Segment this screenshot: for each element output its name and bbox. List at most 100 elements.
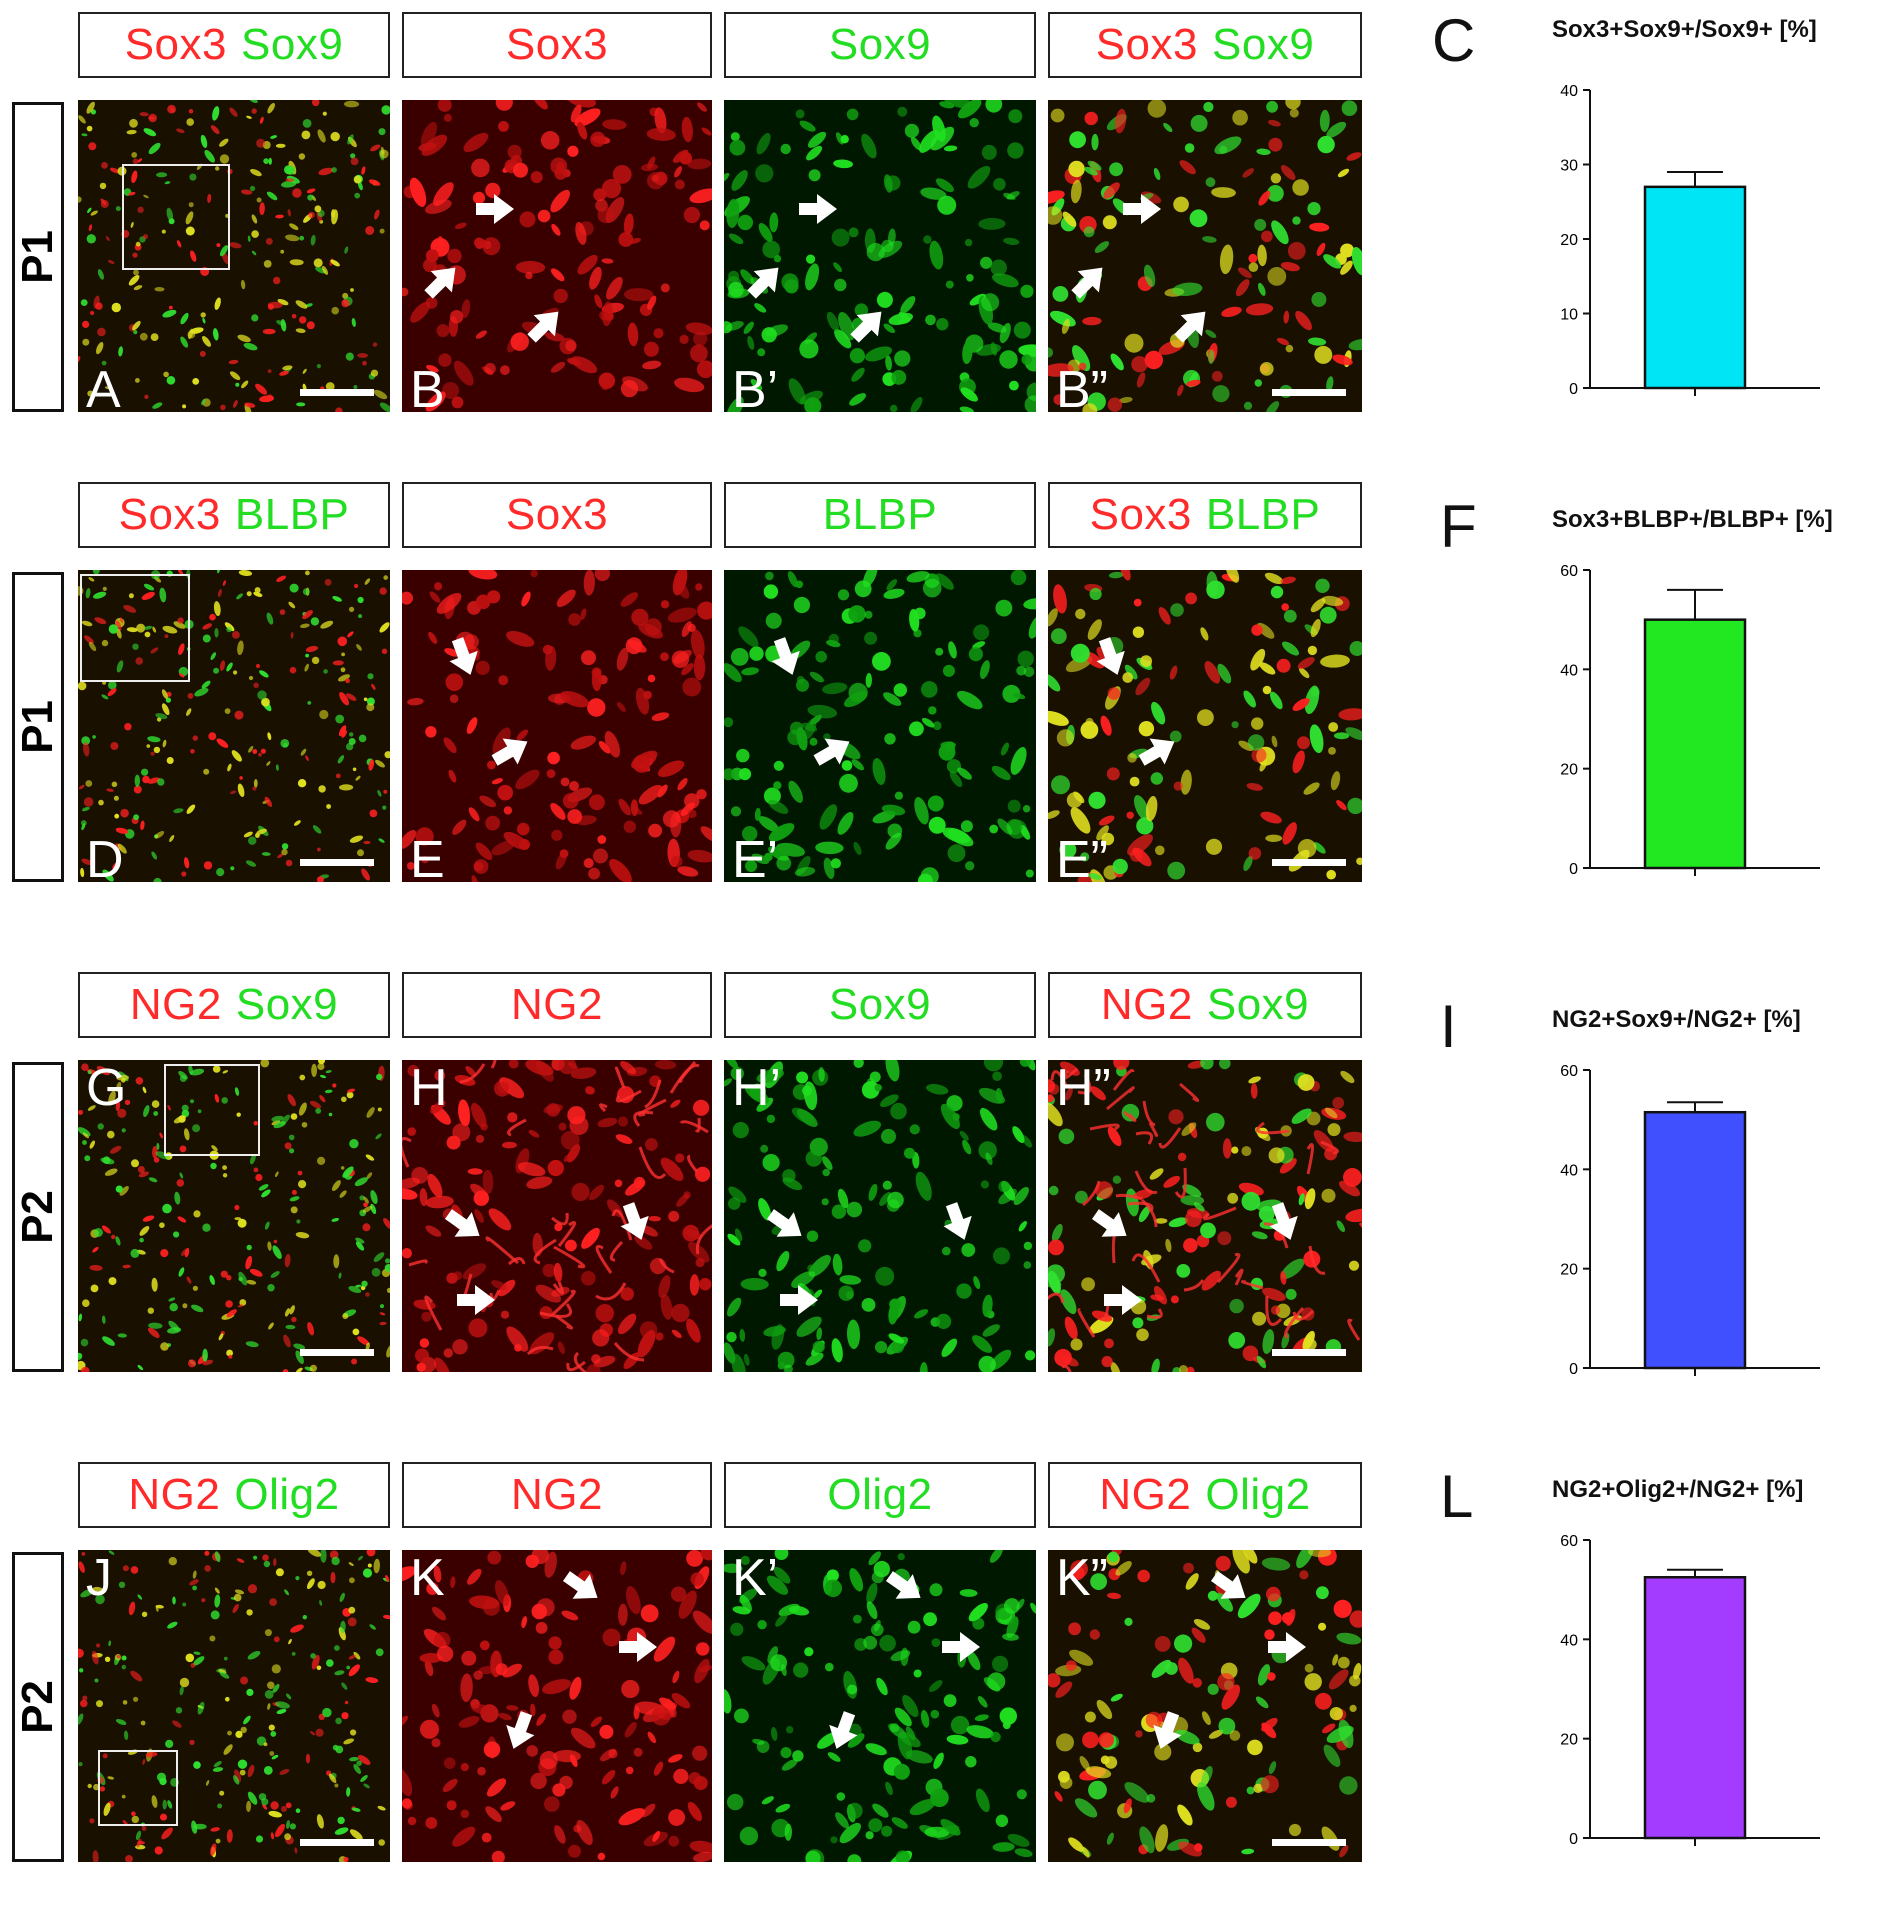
scale-bar	[300, 389, 374, 396]
arrow-icon	[550, 1555, 614, 1619]
y-tick-label: 30	[1560, 158, 1578, 175]
panel-letter: J	[86, 1550, 112, 1607]
micrograph-panel: H	[402, 1060, 712, 1372]
y-tick-label: 0	[1569, 861, 1578, 878]
green-channel-name: Olig2	[827, 1470, 933, 1519]
y-tick-label: 20	[1560, 762, 1578, 779]
channel-label: Sox9	[724, 972, 1036, 1038]
arrow-icon	[1119, 186, 1165, 232]
channel-label: Sox3 BLBP	[1048, 482, 1362, 548]
micrograph-image	[402, 1550, 712, 1862]
inset-box	[80, 574, 190, 682]
stage-label: P2	[12, 1552, 64, 1862]
green-channel-name: BLBP	[234, 490, 350, 539]
arrow-icon	[813, 1701, 872, 1760]
green-channel-name: Sox9	[828, 20, 932, 69]
micrograph-panel: A	[78, 100, 390, 412]
y-tick-label: 40	[1560, 1162, 1578, 1179]
panel-letter: H	[410, 1060, 448, 1117]
chart-title: Sox3+Sox9+/Sox9+ [%]	[1552, 16, 1817, 43]
red-channel-name: NG2	[511, 980, 603, 1029]
y-tick-label: 10	[1560, 307, 1578, 324]
panel-letter: B’	[732, 361, 779, 412]
stage-label: P2	[12, 1062, 64, 1372]
chart-panel-letter: F	[1440, 493, 1477, 560]
stage-text: P1	[13, 230, 63, 284]
green-channel-name: Olig2	[234, 1470, 340, 1519]
inset-box	[122, 164, 230, 270]
green-channel-name: Sox9	[241, 20, 344, 69]
panel-letter: E”	[1056, 831, 1108, 882]
micrograph-image	[78, 570, 390, 882]
scale-bar	[300, 1839, 374, 1846]
figure-row: P1 Sox3 Sox9 Sox3 Sox9 Sox3 Sox9 A B B’ B”	[0, 0, 1902, 460]
arrow-icon	[472, 186, 518, 232]
figure-row: P2 NG2 Sox9 NG2 Sox9 NG2 Sox9 G H H’ H”	[0, 960, 1902, 1420]
arrow-icon	[453, 1277, 499, 1323]
micrograph-image	[78, 1550, 390, 1862]
channel-label: Sox3 BLBP	[78, 482, 390, 548]
arrow-icon	[929, 1193, 988, 1252]
micrograph-image	[724, 1060, 1036, 1372]
micrograph-panel: H’	[724, 1060, 1036, 1372]
figure-row: P2 NG2 Olig2 NG2 Olig2 NG2 Olig2 J K K’ K”	[0, 1450, 1902, 1910]
red-channel-name: NG2	[1099, 1470, 1192, 1519]
micrograph-panel: D	[78, 570, 390, 882]
y-tick-label: 20	[1560, 232, 1578, 249]
red-channel-name: Sox3	[118, 490, 221, 539]
arrow-icon	[795, 186, 841, 232]
chart-panel-letter: I	[1440, 993, 1457, 1060]
panel-letter: K’	[732, 1550, 779, 1607]
arrow-icon	[435, 628, 494, 687]
green-channel-name: Sox9	[828, 980, 932, 1029]
y-tick-label: 60	[1560, 1533, 1578, 1550]
bar-chart: 0 10 20 30 40	[1550, 70, 1850, 410]
arrow-icon	[1198, 1555, 1262, 1619]
panel-letter: G	[86, 1060, 127, 1117]
green-channel-name: Olig2	[1205, 1470, 1311, 1519]
stage-text: P2	[13, 1680, 63, 1734]
inset-box	[98, 1750, 178, 1826]
panel-letter: H”	[1056, 1060, 1111, 1117]
arrow-icon	[1254, 1193, 1313, 1252]
arrow-icon	[1081, 628, 1140, 687]
micrograph-image	[402, 100, 712, 412]
stage-label: P1	[12, 572, 64, 882]
stage-text: P1	[13, 700, 63, 754]
channel-label: Sox3	[402, 482, 712, 548]
red-channel-name: Sox3	[1095, 20, 1198, 69]
arrow-icon	[432, 1193, 496, 1257]
channel-label: Olig2	[724, 1462, 1036, 1528]
micrograph-image	[78, 1060, 390, 1372]
red-channel-name: Sox3	[1089, 490, 1192, 539]
micrograph-panel: B’	[724, 100, 1036, 412]
bar	[1643, 618, 1747, 870]
red-channel-name: NG2	[129, 980, 222, 1029]
channel-label: Sox9	[724, 12, 1036, 78]
scale-bar	[300, 1349, 374, 1356]
arrow-icon	[1160, 292, 1225, 357]
chart-title: Sox3+BLBP+/BLBP+ [%]	[1552, 506, 1833, 533]
scale-bar	[1272, 389, 1346, 396]
panel-letter: A	[86, 361, 121, 412]
y-tick-label: 40	[1560, 83, 1578, 100]
panel-letter: B	[410, 361, 445, 412]
red-channel-name: Sox3	[124, 20, 227, 69]
y-tick-label: 60	[1560, 563, 1578, 580]
red-channel-name: Sox3	[505, 490, 609, 539]
red-channel-name: NG2	[128, 1470, 221, 1519]
panel-letter: K”	[1056, 1550, 1108, 1607]
micrograph-image	[724, 1550, 1036, 1862]
micrograph-image	[1048, 100, 1362, 412]
green-channel-name: BLBP	[1205, 490, 1321, 539]
channel-label: NG2	[402, 1462, 712, 1528]
panel-letter: K	[410, 1550, 445, 1607]
panel-letter: D	[86, 831, 124, 882]
arrow-icon	[1138, 1701, 1197, 1760]
arrow-icon	[938, 1624, 984, 1670]
bar-chart: 0 20 40 60	[1550, 550, 1850, 890]
micrograph-panel: K	[402, 1550, 712, 1862]
arrow-icon	[479, 720, 542, 783]
micrograph-image	[402, 570, 712, 882]
figure-row: P1 Sox3 BLBP Sox3 BLBP Sox3 BLBP D E E’ E”	[0, 470, 1902, 930]
